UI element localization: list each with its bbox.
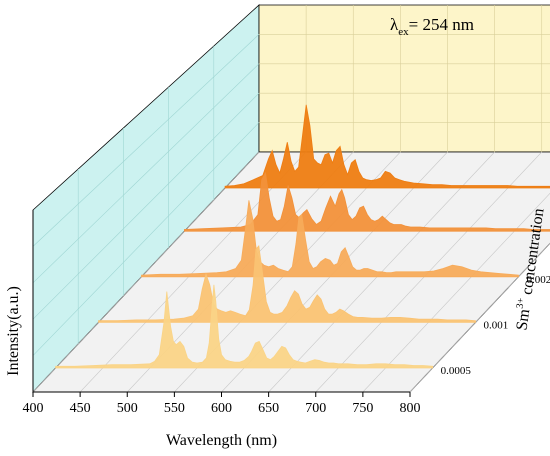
series-area-0-001 [98, 244, 476, 323]
floor-grid-line [32, 151, 260, 393]
concentration-label: 0.002 [526, 274, 550, 286]
excitation-annotation: λex= 254 nm [390, 15, 474, 38]
concentration-label: 0.001 [484, 319, 509, 331]
concentration-label: 0.0005 [441, 365, 472, 377]
x-tick-label: 400 [23, 401, 44, 416]
series-area-0-002 [141, 200, 519, 278]
series-area-0-01 [224, 104, 550, 189]
side-grid-line [32, 92, 260, 320]
z-axis-sup: 3+ [515, 297, 527, 309]
back-wall [258, 4, 550, 153]
x-tick-label: 750 [352, 401, 373, 416]
side-grid-line [32, 63, 260, 284]
x-tick-label: 550 [164, 401, 185, 416]
x-tick-label: 700 [305, 401, 326, 416]
side-grid-line [32, 34, 260, 247]
x-tick-label: 650 [258, 401, 279, 416]
annotation-value: = 254 nm [409, 15, 474, 34]
series-layer [55, 104, 550, 369]
annotation-sub: ex [398, 26, 409, 38]
text-layer: 0.010.0050.0020.0010.0005400450500550600… [5, 15, 550, 449]
side-grid-line [32, 122, 260, 356]
series-area-0-005 [183, 171, 550, 232]
x-tick-label: 800 [400, 401, 421, 416]
floor-grid-line [409, 242, 550, 393]
series-area-0-0005 [55, 284, 433, 369]
annotation-prefix: λ [390, 15, 399, 34]
z-axis-prefix: Sm [514, 307, 534, 331]
axes-layer [32, 210, 411, 397]
x-tick-label: 450 [70, 401, 91, 416]
x-tick-label: 600 [211, 401, 232, 416]
y-axis-title: Intensity(a.u.) [5, 286, 22, 376]
x-tick-label: 500 [117, 401, 138, 416]
x-axis-title: Wavelength (nm) [166, 432, 277, 449]
